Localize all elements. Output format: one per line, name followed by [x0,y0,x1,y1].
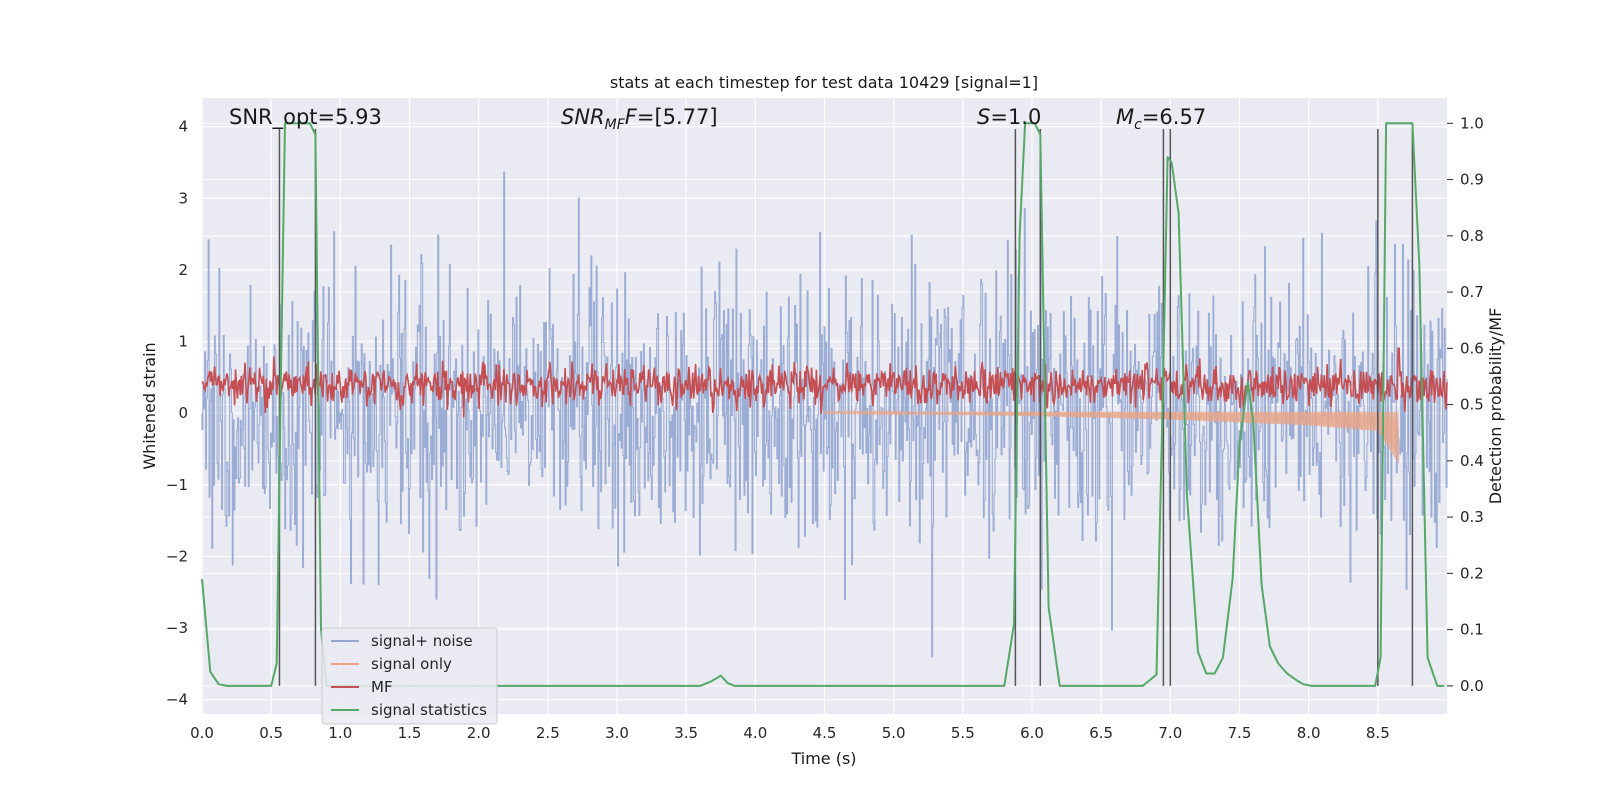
right-tick-label: 0.4 [1460,452,1484,470]
right-axis-ticks: 1.0 0.9 0.8 0.7 0.6 0.5 0.4 0.3 0.2 0.1 0.0 [1447,114,1484,695]
x-tick-label: 8.0 [1297,724,1321,742]
x-tick-label: 7.5 [1228,724,1252,742]
right-tick-label: 0.2 [1460,564,1484,582]
y-tick-label: 3 [178,189,188,207]
x-tick-label: 1.0 [328,724,352,742]
legend-box [321,627,498,725]
x-tick-label: 5.5 [951,724,975,742]
y-tick-label: 4 [178,118,188,136]
s-annotation: S=1.0 [977,105,1041,129]
y-tick-label: 2 [178,261,188,279]
x-tick-label: 1.5 [398,724,422,742]
x-tick-label: 2.5 [536,724,560,742]
legend-label-mf: MF [371,678,393,696]
legend-label-signal-statistics: signal statistics [371,701,487,719]
legend-label-signal-noise: signal+ noise [371,632,473,650]
x-tick-label: 0.0 [190,724,214,742]
chart-title: stats at each timestep for test data 104… [610,73,1038,92]
signal-statistics-line [201,122,1445,687]
right-tick-label: 0.9 [1460,171,1484,189]
right-tick-label: 0.8 [1460,227,1484,245]
x-tick-label: 6.5 [1089,724,1113,742]
x-tick-label: 0.5 [259,724,283,742]
right-tick-label: 0.7 [1460,283,1484,301]
x-tick-label: 4.5 [813,724,837,742]
legend-label-signal-only: signal only [371,655,452,673]
x-tick-label: 5.0 [882,724,906,742]
right-axis-label: Detection probability/MF [1486,308,1505,505]
y-axis-ticks: 4 3 2 1 0 −1 −2 −3 −4 [166,118,188,709]
signal-statistics-series [201,122,1445,687]
y-tick-label: −3 [166,619,188,637]
x-axis-label: Time (s) [790,749,856,768]
mf-series [201,347,1448,418]
y-tick-label: 0 [178,404,188,422]
right-tick-label: 0.6 [1460,339,1484,357]
right-tick-label: 0.0 [1460,677,1484,695]
x-tick-label: 7.0 [1158,724,1182,742]
right-tick-label: 0.1 [1460,621,1484,639]
x-tick-label: 6.0 [1020,724,1044,742]
signal-only-series [824,409,1400,464]
y-tick-label: −2 [166,547,188,565]
x-tick-label: 4.0 [743,724,767,742]
x-tick-label: 3.5 [674,724,698,742]
x-tick-label: 2.0 [467,724,491,742]
right-tick-label: 1.0 [1460,114,1484,132]
x-tick-label: 3.0 [605,724,629,742]
snr-opt-annotation: SNR_opt=5.93 [229,105,382,130]
legend: signal+ noise signal only MF signal stat… [321,627,498,725]
signal-only-line [824,409,1400,464]
x-axis-ticks: 0.0 0.5 1.0 1.5 2.0 2.5 3.0 3.5 4.0 4.5 5.0 5.5 6.0 6… [190,724,1390,742]
y-axis-label: Whitened strain [140,342,159,469]
snr-mf-annotation: SNRMFF=[5.77] [561,105,718,133]
y-tick-label: −4 [166,691,188,709]
mf-line [201,347,1448,418]
y-tick-label: 1 [178,333,188,351]
mc-annotation: Mc=6.57 [1116,105,1206,133]
y-tick-label: −1 [166,476,188,494]
right-tick-label: 0.5 [1460,396,1484,414]
x-tick-label: 8.5 [1366,724,1390,742]
right-tick-label: 0.3 [1460,508,1484,526]
